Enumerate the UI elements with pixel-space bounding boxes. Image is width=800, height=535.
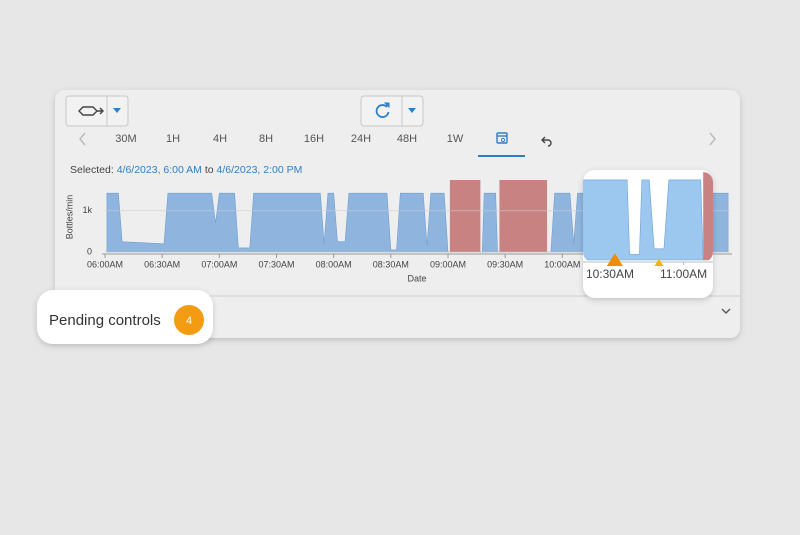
- undo-button[interactable]: [541, 136, 552, 147]
- pending-count: 4: [186, 315, 192, 327]
- stop-band: [449, 180, 481, 252]
- prev-arrow[interactable]: [79, 132, 86, 146]
- x-tick-label: 10:00AM: [544, 259, 580, 269]
- range-button[interactable]: 30M: [115, 133, 136, 145]
- x-tick-label: 09:30AM: [487, 259, 523, 269]
- widget-card: [55, 90, 740, 338]
- next-arrow[interactable]: [709, 132, 716, 146]
- pending-label: Pending controls: [49, 312, 161, 329]
- refresh-button[interactable]: [360, 95, 424, 127]
- selection-end: 4/6/2023, 2:00 PM: [217, 164, 303, 176]
- selection-start: 4/6/2023, 6:00 AM: [117, 164, 202, 176]
- zoom-x-tick-label: 10:30AM: [586, 267, 634, 281]
- x-tick-label: 07:30AM: [258, 259, 294, 269]
- x-tick-label: 08:00AM: [316, 259, 352, 269]
- stop-band: [499, 180, 548, 252]
- zoom-x-tick-label: 11:00AM: [660, 267, 707, 281]
- event-marker[interactable]: [606, 253, 623, 266]
- x-tick-label: 06:30AM: [144, 259, 180, 269]
- range-button[interactable]: 48H: [397, 133, 417, 145]
- calendar-tab[interactable]: [478, 132, 525, 157]
- x-axis-label: Date: [407, 273, 426, 283]
- stop-band: [703, 172, 713, 260]
- range-button[interactable]: 4H: [213, 133, 227, 145]
- zoom-area: [583, 179, 713, 261]
- event-marker[interactable]: [654, 258, 664, 266]
- range-button[interactable]: 24H: [351, 133, 371, 145]
- y-tick-label: 1k: [82, 205, 92, 215]
- x-tick-label: 08:30AM: [373, 259, 409, 269]
- pending-controls[interactable]: Pending controls 4: [37, 290, 213, 344]
- y-tick-label: 0: [87, 246, 92, 256]
- x-tick-label: 09:00AM: [430, 259, 466, 269]
- range-button[interactable]: 16H: [304, 133, 324, 145]
- range-button[interactable]: 1W: [447, 133, 464, 145]
- x-tick-label: 06:00AM: [87, 259, 123, 269]
- expand-chevron[interactable]: [721, 308, 731, 314]
- pending-badge: [174, 305, 204, 335]
- y-axis-label: Bottles/min: [64, 195, 74, 240]
- x-tick-label: 07:00AM: [201, 259, 237, 269]
- selection-text: Selected: 4/6/2023, 6:00 AM to 4/6/2023,…: [70, 164, 302, 176]
- selection-prefix: Selected:: [70, 164, 114, 176]
- range-button[interactable]: 1H: [166, 133, 180, 145]
- selection-joiner: to: [205, 164, 214, 176]
- range-button[interactable]: 8H: [259, 133, 273, 145]
- view-button[interactable]: [65, 95, 129, 127]
